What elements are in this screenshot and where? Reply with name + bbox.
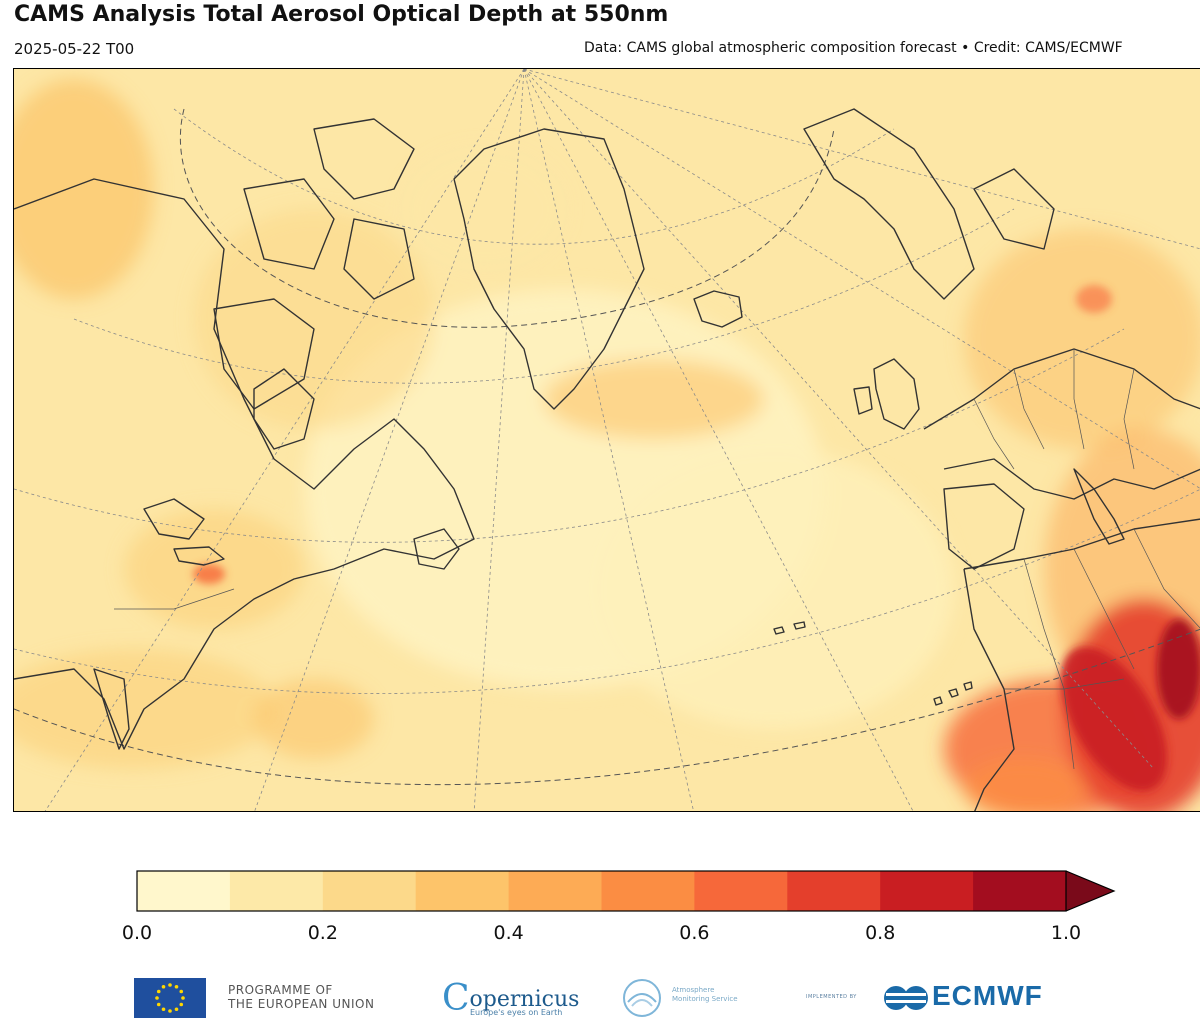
colorbar-segment — [508, 871, 602, 911]
colorbar-segment — [973, 871, 1067, 911]
colorbar-tick-label: 0.6 — [679, 922, 710, 944]
cams-text: Atmosphere Monitoring Service — [672, 986, 738, 1004]
analysis-datetime: 2025-05-22 T00 — [14, 40, 135, 58]
aod-hotspots — [193, 285, 1200, 792]
ecmwf-icon — [884, 986, 928, 1010]
colorbar-segment — [229, 871, 324, 911]
map-title: CAMS Analysis Total Aerosol Optical Dept… — [14, 2, 669, 27]
reference-circles — [14, 108, 1200, 786]
colorbar-segment — [137, 871, 231, 911]
eu-text-line1: PROGRAMME OF — [228, 983, 333, 997]
colorbar-tick-label: 0.2 — [307, 922, 338, 944]
colorbar-segment — [415, 871, 510, 911]
aerosol-map — [13, 68, 1200, 812]
colorbar-tick-label: 0.4 — [493, 922, 524, 944]
ecmwf-wordmark: ECMWF — [932, 980, 1043, 1011]
eu-programme-text: PROGRAMME OF THE EUROPEAN UNION — [228, 983, 374, 1011]
implemented-by-text: IMPLEMENTED BY — [806, 994, 857, 1000]
cams-text-line2: Monitoring Service — [672, 995, 738, 1003]
colorbar-segment — [880, 871, 974, 911]
colorbar — [136, 870, 1116, 912]
copernicus-tagline: Europe's eyes on Earth — [470, 1008, 563, 1017]
copernicus-wordmark: opernicus — [469, 987, 580, 1012]
colorbar-tick-label: 0.0 — [121, 922, 153, 944]
logo-strip: PROGRAMME OF THE EUROPEAN UNION Copernic… — [0, 970, 1200, 1026]
cams-text-line1: Atmosphere — [672, 986, 715, 994]
data-credit: Data: CAMS global atmospheric compositio… — [584, 40, 1123, 56]
eu-text-line2: THE EUROPEAN UNION — [228, 997, 375, 1011]
cams-logo — [623, 979, 661, 1017]
copernicus-logo: Copernicus — [442, 978, 580, 1019]
map-canvas — [14, 69, 1200, 811]
colorbar-extend-arrow — [1066, 871, 1114, 911]
eu-flag-logo — [134, 978, 206, 1018]
country-borders — [114, 349, 1200, 770]
coastlines — [14, 108, 1200, 811]
colorbar-border — [136, 870, 1067, 912]
colorbar-segment — [322, 871, 417, 911]
colorbar-segment — [601, 871, 695, 911]
graticule — [14, 69, 1200, 811]
colorbar-tick-label: 0.8 — [865, 922, 896, 944]
colorbar-tick-label: 1.0 — [1050, 922, 1082, 944]
colorbar-segment — [694, 871, 788, 911]
colorbar-segment — [787, 871, 881, 911]
